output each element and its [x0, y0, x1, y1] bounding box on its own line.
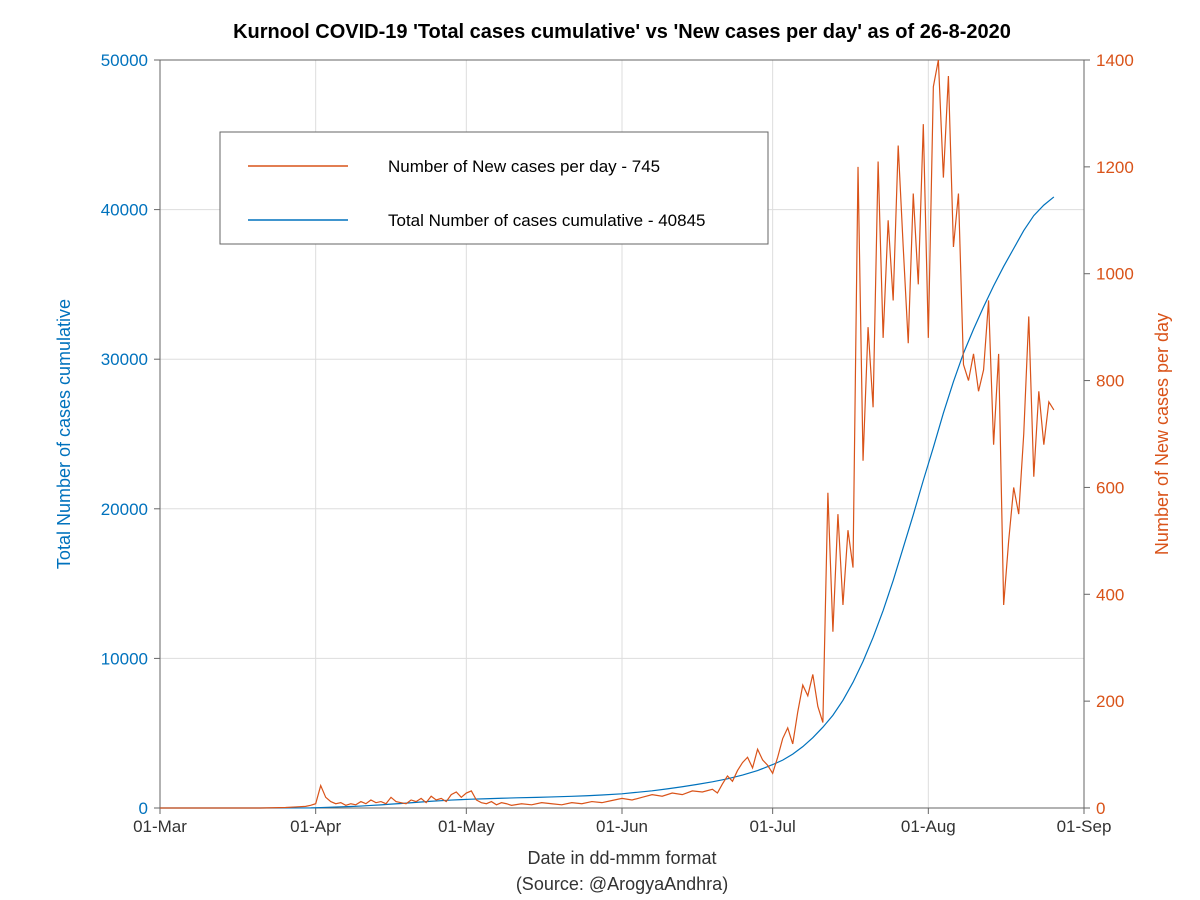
y-left-tick-label: 0	[139, 799, 148, 818]
x-tick-label: 01-Jun	[596, 817, 648, 836]
legend-item-label: Total Number of cases cumulative - 40845	[388, 211, 706, 230]
y-right-tick-label: 200	[1096, 692, 1124, 711]
series-cumulative-line	[160, 197, 1054, 808]
y-left-tick-label: 10000	[101, 649, 148, 668]
x-axis-label-line2: (Source: @ArogyaAndhra)	[516, 874, 728, 894]
legend-item-label: Number of New cases per day - 745	[388, 157, 660, 176]
y-right-tick-label: 600	[1096, 478, 1124, 497]
y-left-label: Total Number of cases cumulative	[54, 299, 74, 569]
y-left-tick-label: 30000	[101, 350, 148, 369]
y-right-tick-label: 800	[1096, 372, 1124, 391]
x-tick-label: 01-Sep	[1057, 817, 1112, 836]
x-tick-label: 01-Aug	[901, 817, 956, 836]
y-left-tick-label: 50000	[101, 51, 148, 70]
x-tick-label: 01-Mar	[133, 817, 187, 836]
y-right-label: Number of New cases per day	[1152, 313, 1172, 555]
chart-title: Kurnool COVID-19 'Total cases cumulative…	[233, 21, 1011, 43]
y-left-tick-label: 20000	[101, 500, 148, 519]
y-right-tick-label: 1000	[1096, 265, 1134, 284]
x-tick-label: 01-Apr	[290, 817, 341, 836]
x-axis-label-line1: Date in dd-mmm format	[527, 848, 716, 868]
y-right-tick-label: 0	[1096, 799, 1105, 818]
x-tick-label: 01-May	[438, 817, 495, 836]
y-right-tick-label: 400	[1096, 585, 1124, 604]
chart-container: Kurnool COVID-19 'Total cases cumulative…	[0, 0, 1200, 900]
y-left-tick-label: 40000	[101, 201, 148, 220]
y-right-tick-label: 1400	[1096, 51, 1134, 70]
y-right-tick-label: 1200	[1096, 158, 1134, 177]
chart-svg: Kurnool COVID-19 'Total cases cumulative…	[0, 0, 1200, 900]
x-tick-label: 01-Jul	[749, 817, 795, 836]
